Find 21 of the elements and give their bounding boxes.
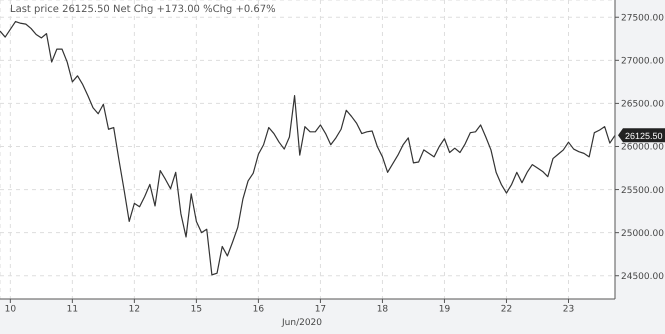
- line-series: [0, 20, 615, 276]
- text: 26125.50: [625, 130, 663, 141]
- x-tick-label: 10: [4, 304, 16, 314]
- x-tick-label: 18: [376, 304, 388, 314]
- x-tick-label: 22: [500, 304, 512, 314]
- x-tick-label: 11: [66, 304, 78, 314]
- y-tick-label: 25000.00: [621, 228, 664, 239]
- x-axis-title: Jun/2020: [282, 317, 322, 329]
- y-tick-label: 24500.00: [621, 272, 664, 282]
- x-tick-label: 19: [438, 304, 450, 314]
- y-tick-label: 26500.00: [621, 100, 664, 110]
- chart-title: Last price 26125.50 Net Chg +173.00 %Chg +0.67%: [10, 4, 276, 15]
- y-tick-label: 26000.00: [621, 142, 664, 153]
- x-tick-label: 23: [562, 304, 574, 314]
- x-tick-label: 15: [190, 304, 202, 314]
- y-tick-label: 27000.00: [621, 56, 664, 67]
- x-tick-label: 16: [252, 304, 264, 314]
- x-tick-label: 17: [314, 304, 326, 314]
- y-tick-label: 25500.00: [621, 186, 664, 196]
- y-tick-label: 27500.00: [621, 13, 664, 24]
- x-tick-label: 12: [128, 304, 140, 314]
